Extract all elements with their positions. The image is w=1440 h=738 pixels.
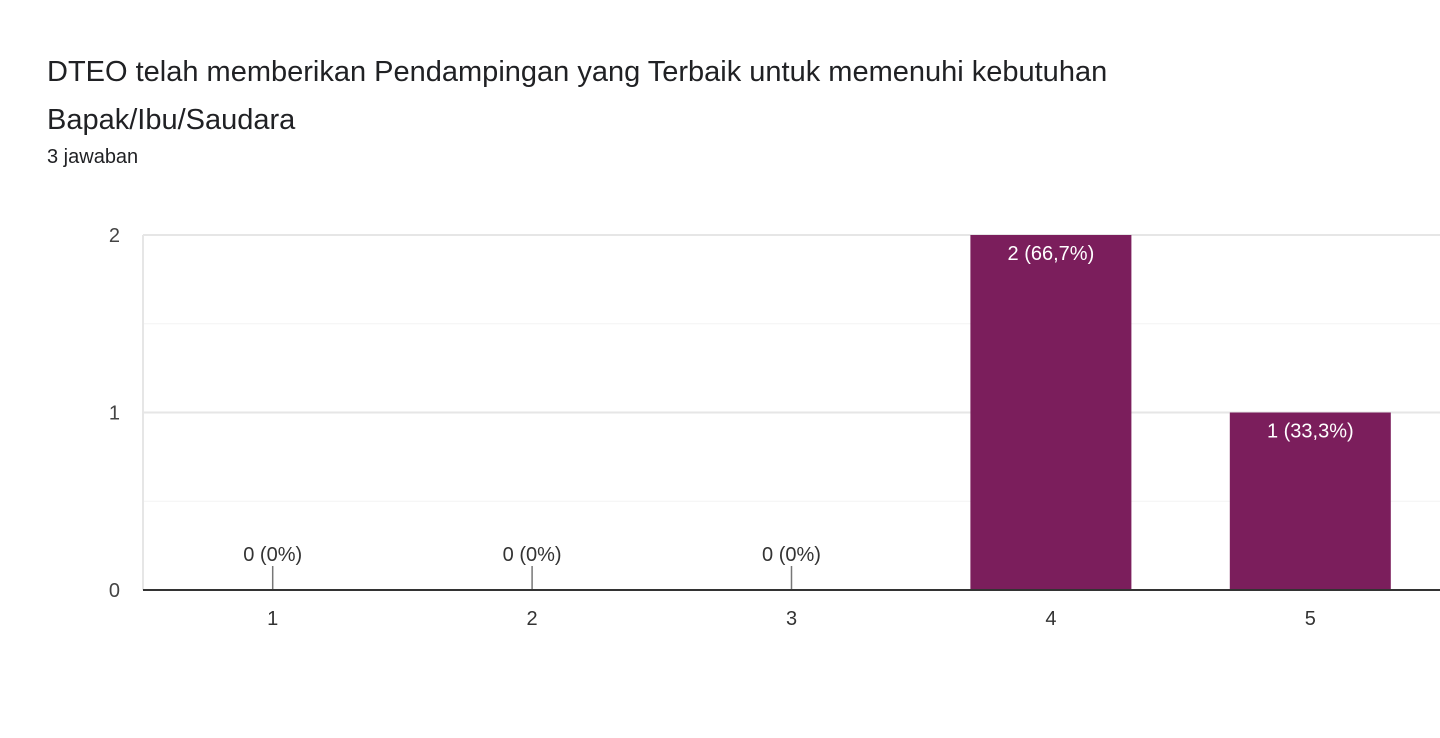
response-count: 3 jawaban (47, 146, 139, 168)
y-tick-label: 1 (109, 403, 120, 425)
x-tick-label: 2 (527, 608, 538, 630)
x-tick-label: 5 (1305, 608, 1316, 630)
data-label: 1 (33,3%) (1267, 421, 1354, 443)
y-tick-label: 0 (109, 580, 120, 602)
x-tick-label: 4 (1045, 608, 1056, 630)
x-tick-label: 1 (267, 608, 278, 630)
bar (970, 235, 1132, 590)
bar (1229, 412, 1391, 590)
x-tick-label: 3 (786, 608, 797, 630)
data-label: 2 (66,7%) (1008, 243, 1095, 265)
data-label: 0 (0%) (243, 544, 302, 566)
data-label: 0 (0%) (503, 544, 562, 566)
y-tick-label: 2 (109, 225, 120, 247)
chart-title: DTEO telah memberikan Pendampingan yang … (47, 56, 1108, 136)
data-label: 0 (0%) (762, 544, 821, 566)
